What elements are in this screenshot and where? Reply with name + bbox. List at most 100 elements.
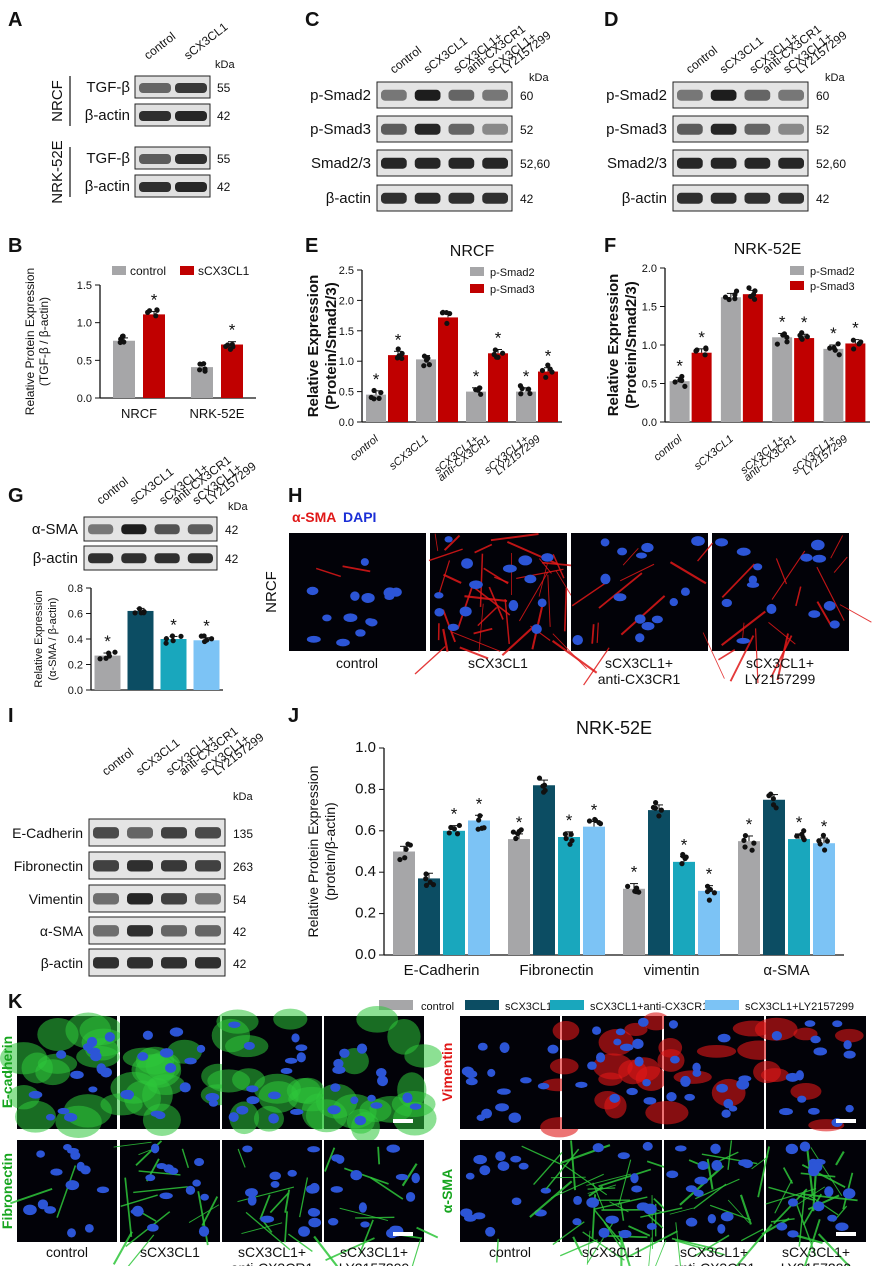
data-point bbox=[827, 345, 833, 351]
data-point bbox=[197, 361, 203, 367]
dapi-nucleus bbox=[540, 1187, 552, 1194]
dapi-nucleus bbox=[434, 592, 444, 599]
image-caption: sCX3CL1+ bbox=[238, 1244, 306, 1260]
stain-fiber bbox=[359, 1219, 374, 1254]
stain-fiber bbox=[572, 1236, 584, 1256]
stain-fiber bbox=[669, 1207, 694, 1215]
data-point bbox=[395, 346, 401, 352]
scale-bar bbox=[393, 1232, 413, 1236]
data-point bbox=[804, 334, 810, 340]
y-tick-label: 0.6 bbox=[355, 822, 376, 839]
dapi-nucleus bbox=[339, 1048, 350, 1058]
blot-band bbox=[175, 111, 207, 121]
data-point bbox=[750, 291, 757, 298]
dapi-nucleus bbox=[360, 1221, 370, 1228]
stain-fiber bbox=[768, 621, 796, 645]
stain-fiber bbox=[339, 1207, 389, 1222]
blot-kda: 42 bbox=[520, 192, 534, 206]
dapi-nucleus bbox=[510, 1155, 522, 1163]
image-caption: sCX3CL1 bbox=[140, 1244, 200, 1260]
stain-cell bbox=[35, 1059, 71, 1086]
dapi-nucleus bbox=[642, 1078, 651, 1087]
blot-kda: 42 bbox=[816, 192, 830, 206]
data-point bbox=[170, 638, 176, 644]
dapi-nucleus bbox=[132, 1205, 144, 1217]
data-point bbox=[208, 636, 215, 642]
dapi-nucleus bbox=[617, 1152, 630, 1160]
bar bbox=[673, 861, 695, 955]
data-point bbox=[136, 606, 143, 612]
data-point bbox=[835, 341, 841, 347]
bar bbox=[698, 890, 720, 955]
dapi-nucleus bbox=[298, 1226, 310, 1237]
dapi-nucleus bbox=[37, 1199, 49, 1210]
data-point bbox=[704, 883, 711, 889]
dapi-nucleus bbox=[461, 558, 473, 569]
blot-band bbox=[744, 123, 771, 135]
dapi-nucleus bbox=[685, 1185, 697, 1193]
micrograph-tile bbox=[100, 1016, 236, 1137]
x-tick-label: control bbox=[348, 433, 381, 464]
stain-fiber bbox=[792, 1233, 823, 1244]
blot-band bbox=[448, 123, 475, 135]
y-tick-label: 2.5 bbox=[339, 265, 354, 277]
stain-fiber bbox=[640, 1207, 683, 1218]
micrograph-tile bbox=[460, 1016, 579, 1138]
data-point bbox=[421, 353, 428, 359]
blot-band bbox=[88, 553, 114, 564]
stain-fiber bbox=[552, 633, 588, 670]
dapi-nucleus bbox=[723, 1098, 734, 1109]
dapi-nucleus bbox=[835, 1222, 849, 1231]
data-point bbox=[794, 833, 800, 839]
bar bbox=[558, 837, 580, 955]
dapi-nucleus bbox=[812, 554, 827, 563]
dapi-nucleus bbox=[36, 1150, 45, 1158]
dapi-nucleus bbox=[44, 1206, 57, 1214]
stain-fiber bbox=[237, 1148, 246, 1168]
blot-G: controlsCX3CL1sCX3CL1+anti-CX3CR1sCX3CL1… bbox=[32, 453, 259, 571]
stain-cell bbox=[216, 1009, 259, 1034]
stain-fiber bbox=[593, 1208, 622, 1243]
significance-mark: * bbox=[451, 805, 458, 824]
image-caption: LY2157299 bbox=[781, 1260, 852, 1266]
stain-fiber bbox=[434, 533, 439, 552]
stain-cell bbox=[65, 1012, 112, 1049]
dapi-nucleus bbox=[243, 1041, 255, 1050]
blot-band bbox=[127, 827, 153, 839]
data-point bbox=[446, 830, 452, 836]
blot-band bbox=[677, 89, 703, 101]
blot-band bbox=[744, 192, 771, 204]
stain-fiber bbox=[794, 1186, 826, 1207]
stain-fiber bbox=[443, 573, 462, 584]
data-point bbox=[478, 391, 484, 397]
stain-fiber bbox=[411, 1238, 422, 1266]
dapi-nucleus bbox=[390, 587, 402, 597]
y-tick-label: 1.5 bbox=[339, 326, 354, 338]
stain-fiber bbox=[771, 550, 806, 600]
blot-kda: 42 bbox=[233, 925, 247, 939]
data-point bbox=[423, 876, 429, 882]
data-point bbox=[477, 813, 483, 819]
stain-fiber bbox=[478, 603, 484, 653]
data-point bbox=[768, 791, 774, 797]
dapi-nucleus bbox=[45, 1113, 55, 1121]
dapi-nucleus bbox=[827, 1214, 838, 1222]
image-caption: control bbox=[46, 1244, 88, 1260]
legend-swatch bbox=[379, 1000, 413, 1010]
significance-mark: * bbox=[523, 367, 530, 386]
blot-kda: 42 bbox=[217, 109, 231, 123]
dapi-nucleus bbox=[499, 1042, 510, 1053]
stain-fiber bbox=[675, 1222, 682, 1266]
dapi-nucleus bbox=[518, 1162, 529, 1170]
blot-band bbox=[195, 860, 221, 872]
dapi-nucleus bbox=[327, 1217, 339, 1226]
stain-fiber bbox=[496, 1238, 499, 1263]
dapi-nucleus bbox=[669, 598, 678, 607]
blot-band bbox=[187, 524, 213, 535]
blot-band bbox=[175, 83, 207, 93]
dapi-nucleus bbox=[205, 1092, 220, 1102]
bar bbox=[393, 851, 415, 955]
blot-row-label: Smad2/3 bbox=[607, 155, 667, 172]
dapi-nucleus bbox=[711, 1160, 723, 1171]
